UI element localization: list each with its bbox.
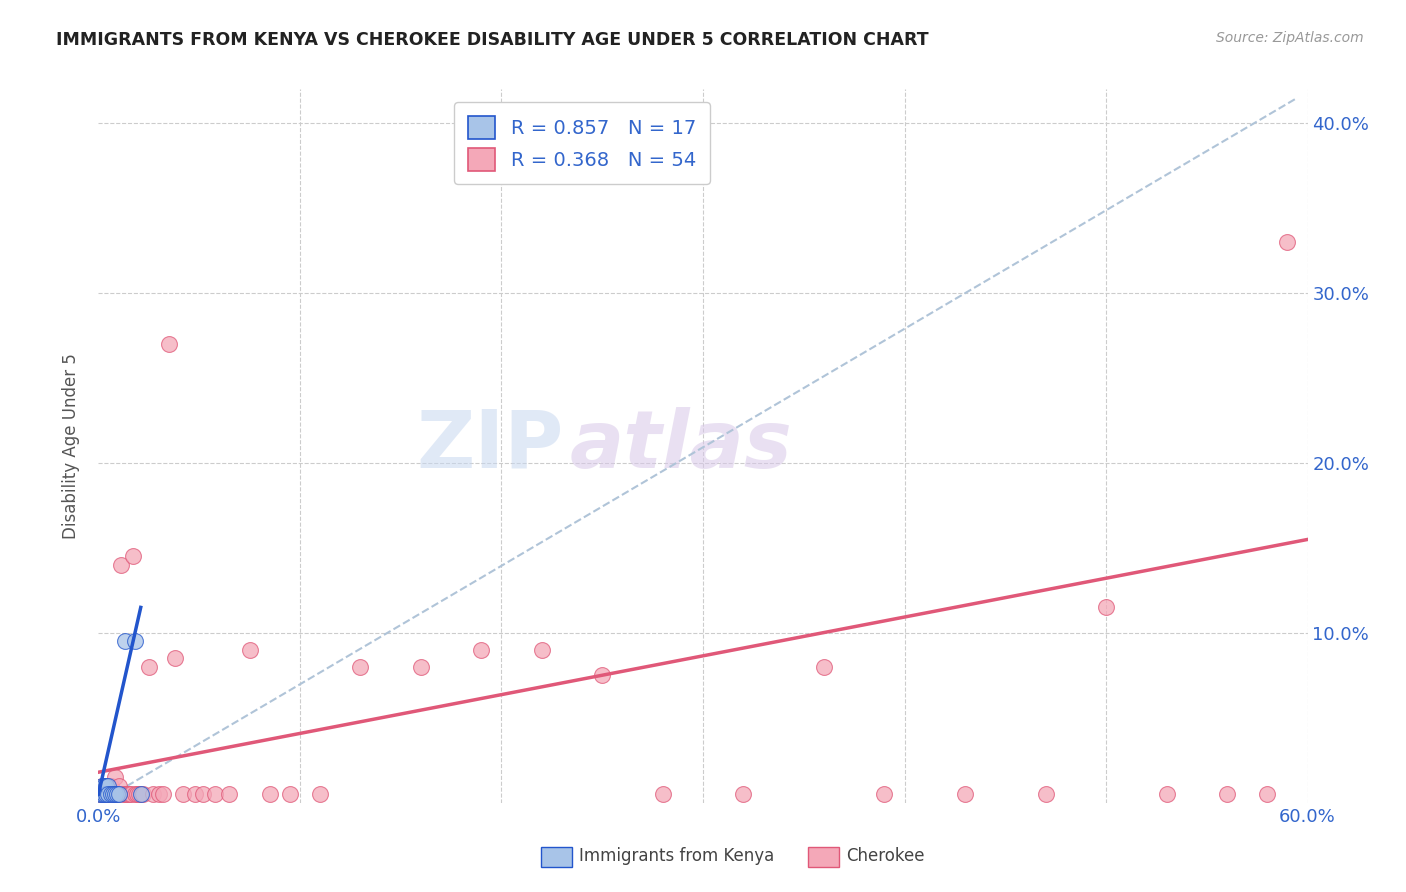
Point xyxy=(128,787,150,801)
Point xyxy=(103,787,125,801)
Legend: R = 0.857   N = 17, R = 0.368   N = 54: R = 0.857 N = 17, R = 0.368 N = 54 xyxy=(454,103,710,185)
Point xyxy=(103,770,125,784)
Point xyxy=(97,787,120,801)
Point xyxy=(97,779,120,793)
Text: Immigrants from Kenya: Immigrants from Kenya xyxy=(579,847,775,865)
Text: atlas: atlas xyxy=(569,407,793,485)
Point xyxy=(100,787,122,801)
Point xyxy=(91,779,114,793)
Point xyxy=(152,787,174,801)
Point xyxy=(114,634,136,648)
Point xyxy=(89,787,111,801)
Point xyxy=(1277,235,1299,249)
Point xyxy=(125,787,148,801)
Point xyxy=(349,660,371,674)
Point xyxy=(157,337,180,351)
Y-axis label: Disability Age Under 5: Disability Age Under 5 xyxy=(62,353,80,539)
Point xyxy=(813,660,835,674)
Point xyxy=(129,787,152,801)
Point xyxy=(91,779,114,793)
Point xyxy=(1216,787,1239,801)
Point xyxy=(96,779,118,793)
Point xyxy=(530,643,553,657)
Point xyxy=(132,787,155,801)
Text: Source: ZipAtlas.com: Source: ZipAtlas.com xyxy=(1216,31,1364,45)
Point xyxy=(1095,600,1118,615)
Point xyxy=(873,787,896,801)
Text: ZIP: ZIP xyxy=(416,407,564,485)
Text: IMMIGRANTS FROM KENYA VS CHEROKEE DISABILITY AGE UNDER 5 CORRELATION CHART: IMMIGRANTS FROM KENYA VS CHEROKEE DISABI… xyxy=(56,31,929,49)
Point xyxy=(124,634,146,648)
Point xyxy=(93,779,115,793)
Point xyxy=(733,787,755,801)
Point xyxy=(148,787,170,801)
Point xyxy=(107,779,129,793)
Point xyxy=(138,660,160,674)
Point xyxy=(172,787,194,801)
Point xyxy=(93,787,115,801)
Point xyxy=(239,643,262,657)
Point xyxy=(97,779,120,793)
Point xyxy=(409,660,432,674)
Point xyxy=(218,787,240,801)
Point xyxy=(93,787,115,801)
Point xyxy=(121,549,143,564)
Point xyxy=(96,787,118,801)
Point xyxy=(89,787,111,801)
Point xyxy=(100,779,122,793)
Point xyxy=(193,787,215,801)
Point xyxy=(115,787,138,801)
Point xyxy=(118,787,141,801)
Point xyxy=(142,787,165,801)
Point xyxy=(591,668,613,682)
Point xyxy=(96,787,118,801)
Point xyxy=(184,787,207,801)
Point xyxy=(101,787,124,801)
Point xyxy=(953,787,976,801)
Point xyxy=(124,787,146,801)
Point xyxy=(470,643,492,657)
Point xyxy=(103,787,125,801)
Point xyxy=(120,787,142,801)
Point xyxy=(111,787,134,801)
Point xyxy=(1035,787,1057,801)
Point xyxy=(163,651,186,665)
Point xyxy=(259,787,281,801)
Point xyxy=(105,787,128,801)
Point xyxy=(204,787,226,801)
Point xyxy=(97,787,120,801)
Point xyxy=(278,787,301,801)
Point xyxy=(91,787,114,801)
Text: Cherokee: Cherokee xyxy=(846,847,925,865)
Point xyxy=(309,787,332,801)
Point xyxy=(107,787,129,801)
Point xyxy=(101,787,124,801)
Point xyxy=(651,787,673,801)
Point xyxy=(1256,787,1278,801)
Point xyxy=(1156,787,1178,801)
Point xyxy=(110,558,132,572)
Point xyxy=(114,787,136,801)
Point xyxy=(105,787,128,801)
